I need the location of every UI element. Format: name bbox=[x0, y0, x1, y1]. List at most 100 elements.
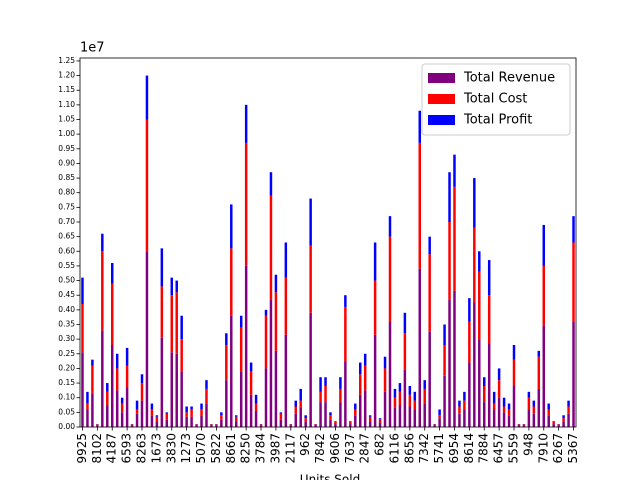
bar-segment bbox=[492, 403, 496, 410]
bar-segment bbox=[572, 216, 575, 243]
bar-segment bbox=[150, 409, 154, 416]
bar-segment bbox=[155, 416, 159, 422]
bar-segment bbox=[254, 410, 258, 427]
bar-segment bbox=[383, 356, 387, 369]
bar-segment bbox=[249, 394, 253, 427]
bar-segment bbox=[507, 403, 511, 410]
bar-segment bbox=[522, 424, 526, 426]
bar-segment bbox=[111, 283, 114, 345]
bar-segment bbox=[115, 353, 119, 369]
bar-segment bbox=[180, 339, 183, 372]
bar-segment bbox=[195, 425, 198, 427]
bar-segment bbox=[463, 400, 466, 410]
bar-segment bbox=[363, 390, 367, 427]
y-tick-label: 0.65 bbox=[58, 232, 75, 241]
bar-segment bbox=[537, 350, 541, 357]
bar-segment bbox=[473, 178, 476, 228]
bar-segment bbox=[423, 403, 426, 427]
x-tick-label: 6267 bbox=[551, 433, 565, 464]
bar-segment bbox=[175, 280, 178, 293]
bar-segment bbox=[319, 377, 322, 392]
bar-segment bbox=[294, 413, 297, 427]
bar-segment bbox=[433, 424, 436, 426]
bar-segment bbox=[487, 343, 491, 427]
bar-segment bbox=[438, 409, 441, 416]
y-tick-label: 0.70 bbox=[58, 217, 75, 226]
bar-segment bbox=[393, 388, 397, 398]
bar-segment bbox=[106, 405, 109, 427]
bar-segment bbox=[235, 421, 238, 427]
bar-segment bbox=[106, 383, 109, 392]
y-tick-label: 0.45 bbox=[58, 290, 75, 299]
bar-segment bbox=[324, 402, 327, 427]
bar-segment bbox=[135, 413, 139, 427]
x-tick-label: 2847 bbox=[358, 433, 372, 464]
bar-segment bbox=[567, 413, 570, 427]
bar-segment bbox=[244, 265, 248, 427]
bar-segment bbox=[81, 352, 84, 427]
bar-segment bbox=[91, 359, 94, 366]
y-tick-label: 1.20 bbox=[58, 71, 75, 80]
bar-segment bbox=[319, 402, 322, 427]
x-tick-label: 6457 bbox=[492, 433, 506, 464]
bar-segment bbox=[264, 368, 268, 427]
bar-segment bbox=[344, 361, 347, 427]
bar-segment bbox=[115, 390, 119, 427]
bar-segment bbox=[244, 104, 248, 143]
x-tick-label: 9925 bbox=[75, 433, 89, 464]
y-tick-label: 0.85 bbox=[58, 173, 75, 182]
bar-segment bbox=[269, 195, 273, 300]
bar-segment bbox=[339, 388, 342, 403]
legend-label: Total Profit bbox=[463, 113, 532, 128]
x-tick-label: 6593 bbox=[120, 433, 134, 464]
bar-segment bbox=[175, 353, 178, 427]
legend-frame bbox=[421, 63, 571, 136]
bar-segment bbox=[537, 388, 541, 427]
bar-segment bbox=[160, 337, 164, 427]
bar-segment bbox=[185, 406, 188, 413]
bar-segment bbox=[359, 394, 362, 427]
bar-segment bbox=[239, 371, 243, 427]
bar-segment bbox=[140, 383, 144, 401]
bar-segment bbox=[195, 424, 198, 426]
bar-segment bbox=[210, 425, 213, 427]
bar-segment bbox=[244, 142, 248, 266]
bar-segment bbox=[373, 242, 377, 281]
legend-label: Total Revenue bbox=[463, 71, 555, 86]
bar-segment bbox=[373, 334, 377, 427]
bar-segment bbox=[205, 380, 208, 389]
y-tick-label: 0.80 bbox=[58, 188, 75, 197]
x-tick-label: 7910 bbox=[536, 433, 550, 464]
x-tick-label: 3784 bbox=[254, 433, 268, 464]
x-axis-label: Units Sold bbox=[300, 473, 360, 480]
y-tick-label: 1.05 bbox=[58, 115, 75, 124]
bar-segment bbox=[155, 421, 159, 427]
y-tick-label: 0.75 bbox=[58, 202, 75, 211]
bar-segment bbox=[101, 233, 104, 252]
bar-segment bbox=[101, 251, 104, 331]
x-tick-label: 7884 bbox=[477, 433, 491, 464]
bar-segment bbox=[220, 419, 223, 427]
x-tick-label: 6954 bbox=[447, 433, 461, 464]
bar-segment bbox=[81, 277, 84, 304]
bar-segment bbox=[170, 295, 173, 353]
bar-segment bbox=[200, 409, 203, 416]
bar-segment bbox=[235, 416, 238, 422]
bar-segment bbox=[150, 403, 154, 410]
bar-segment bbox=[185, 412, 188, 417]
y-tick-label: 0.15 bbox=[58, 378, 75, 387]
bar-segment bbox=[235, 415, 238, 417]
bar-segment bbox=[428, 236, 431, 255]
bar-segment bbox=[86, 409, 89, 427]
bar-segment bbox=[487, 260, 491, 296]
y-tick-label: 0.30 bbox=[58, 334, 75, 343]
bar-segment bbox=[512, 359, 516, 386]
bar-segment bbox=[497, 397, 501, 427]
bar-segment bbox=[468, 321, 471, 363]
plot-frame bbox=[79, 57, 577, 428]
y-tick-label: 1.15 bbox=[58, 85, 75, 94]
bar-segment bbox=[517, 425, 521, 427]
y-tick-label: 0.10 bbox=[58, 393, 75, 402]
